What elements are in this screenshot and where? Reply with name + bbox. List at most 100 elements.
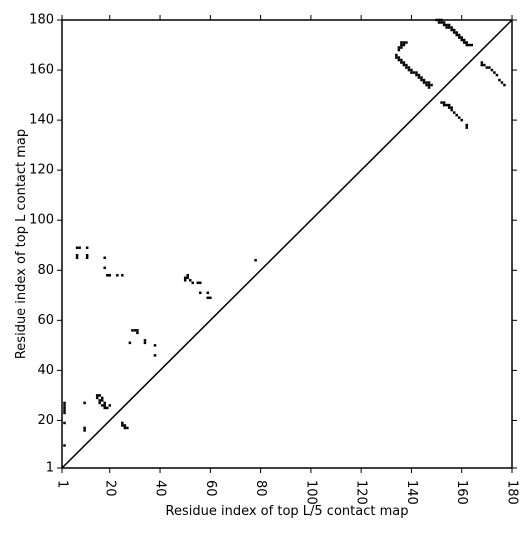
contact-point [437,21,441,24]
x-tick-label: 120 [354,480,369,505]
contact-point [98,399,101,402]
contact-point [427,81,431,84]
contact-point [462,38,466,42]
contact-point [425,83,428,87]
x-tick-label: 180 [505,480,520,505]
contact-point [462,41,466,44]
contact-point [402,43,406,47]
contact-point [123,424,127,427]
contact-point [500,81,504,84]
contact-point [78,246,81,250]
contact-point [468,43,471,47]
contact-point [400,43,403,47]
contact-point [100,399,104,402]
contact-point [206,291,210,295]
contact-point [412,71,416,74]
contact-point [450,28,453,32]
contact-point [75,254,79,257]
contact-point [83,426,86,430]
contact-point [422,81,426,84]
contact-point [103,406,106,410]
contact-point [397,56,401,59]
y-tick-label: 160 [29,63,54,78]
contact-point [209,296,212,300]
contact-point [108,404,112,407]
contact-point [116,274,119,277]
contact-point [98,401,101,405]
contact-point [83,429,86,432]
contact-point [405,63,408,67]
contact-point [95,396,99,400]
contact-point [100,396,104,400]
x-tick-label: 60 [203,480,218,497]
contact-point [483,63,486,67]
contact-point [405,41,408,44]
contact-point [400,46,403,49]
contact-point [75,246,79,250]
contact-point [445,23,448,27]
contact-point [407,66,411,69]
contact-point [105,274,109,277]
contact-point [186,276,189,280]
contact-point [417,76,421,79]
contact-point [121,421,124,425]
contact-point [430,83,433,87]
contact-point [440,101,443,104]
contact-point [490,68,494,72]
contact-point [143,341,147,345]
contact-point [196,281,200,285]
contact-point [457,33,461,37]
contact-point [254,259,257,262]
contact-point [397,48,401,52]
contact-point [63,411,66,415]
contact-point [422,78,426,82]
contact-point [450,108,453,112]
contact-point [427,86,431,89]
contact-point [199,291,202,295]
contact-point [133,329,137,332]
contact-point [186,274,189,277]
contact-point [442,103,446,107]
contact-point [63,406,66,410]
contact-point [153,354,157,357]
contact-point [460,38,463,42]
contact-point [103,404,106,407]
contact-point [121,274,124,277]
contact-point [395,53,398,57]
contact-point [465,123,469,127]
contact-point [417,73,421,77]
contact-point [183,276,187,280]
contact-point [447,23,451,27]
contact-point [103,266,106,270]
contact-point [191,281,194,285]
contact-point [397,46,401,49]
contact-point [206,296,210,300]
contact-point [447,26,451,29]
x-tick-label: 140 [404,480,419,505]
contact-point [400,41,403,44]
contact-point [397,58,401,62]
contact-point [425,81,428,84]
contact-point [136,329,139,332]
contact-point [85,254,89,257]
contact-point [123,426,127,430]
contact-point [63,404,66,407]
contact-point [457,116,461,119]
contact-point [493,71,496,74]
contact-point [420,78,423,82]
contact-point [427,83,431,87]
contact-point [465,43,469,47]
y-axis-label: Residue index of top L contact map [14,129,29,359]
contact-point [121,424,124,427]
contact-point [85,246,89,250]
contact-point [85,256,89,260]
contact-point [188,279,192,282]
contact-point [480,63,484,67]
contact-point [108,274,112,277]
contact-point [400,58,403,62]
y-tick-label: 120 [29,163,54,178]
contact-point [183,279,187,282]
contact-point [495,73,499,77]
contact-point [407,68,411,72]
